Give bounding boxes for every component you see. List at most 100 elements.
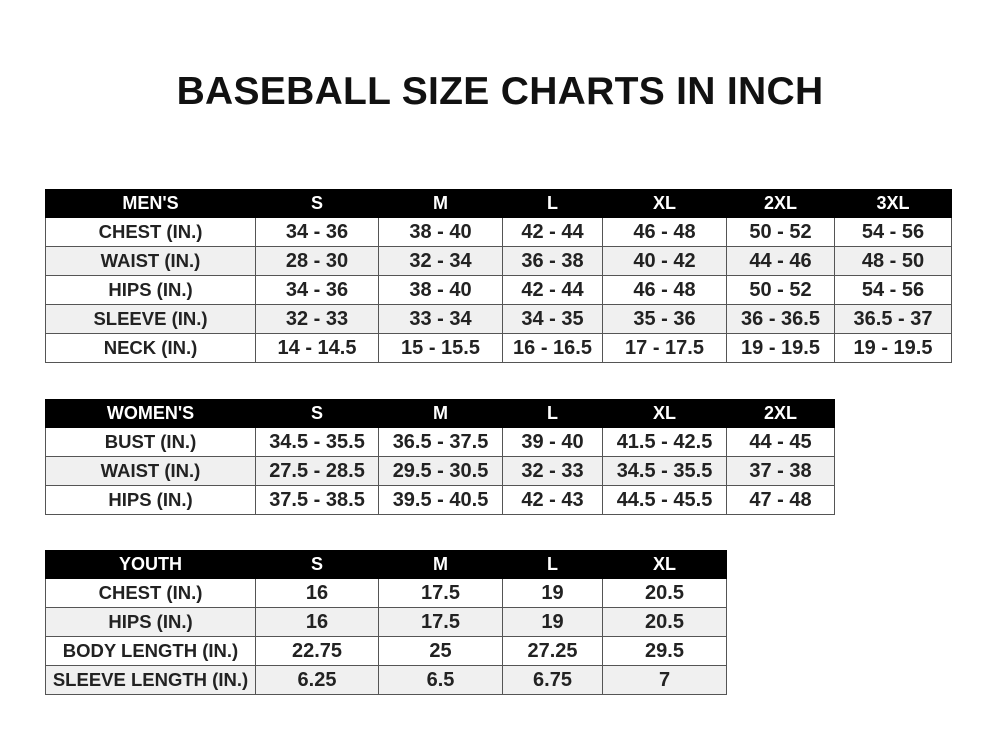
size-value: 37 - 38 bbox=[726, 456, 835, 486]
table-row: HIPS (IN.) 37.5 - 38.5 39.5 - 40.5 42 - 43 4… bbox=[45, 485, 835, 515]
measurement-label: HIPS (IN.) bbox=[45, 275, 256, 305]
size-value: 44.5 - 45.5 bbox=[602, 485, 727, 515]
size-value: 32 - 34 bbox=[378, 246, 503, 276]
womens-size-table: WOMEN'S S M L XL 2XL BUST (IN.) 34.5 - 35.5 36.5… bbox=[45, 399, 835, 515]
table-row: BUST (IN.) 34.5 - 35.5 36.5 - 37.5 39 - 40 4… bbox=[45, 427, 835, 457]
size-header: M bbox=[378, 399, 503, 428]
size-value: 34.5 - 35.5 bbox=[602, 456, 727, 486]
size-header: XL bbox=[602, 550, 727, 579]
measurement-label: CHEST (IN.) bbox=[45, 578, 256, 608]
header-row: WOMEN'S S M L XL 2XL bbox=[45, 399, 835, 428]
size-value: 20.5 bbox=[602, 578, 727, 608]
size-value: 20.5 bbox=[602, 607, 727, 637]
size-value: 50 - 52 bbox=[726, 275, 835, 305]
size-value: 36.5 - 37.5 bbox=[378, 427, 503, 457]
size-value: 6.75 bbox=[502, 665, 603, 695]
size-value: 42 - 43 bbox=[502, 485, 603, 515]
measurement-label: WAIST (IN.) bbox=[45, 246, 256, 276]
size-value: 42 - 44 bbox=[502, 275, 603, 305]
size-value: 54 - 56 bbox=[834, 275, 952, 305]
size-value: 48 - 50 bbox=[834, 246, 952, 276]
size-value: 29.5 bbox=[602, 636, 727, 666]
size-header: 2XL bbox=[726, 189, 835, 218]
size-value: 35 - 36 bbox=[602, 304, 727, 334]
size-value: 38 - 40 bbox=[378, 275, 503, 305]
size-header: S bbox=[255, 550, 379, 579]
size-header: L bbox=[502, 399, 603, 428]
table-row: SLEEVE (IN.) 32 - 33 33 - 34 34 - 35 35 - 36… bbox=[45, 304, 952, 334]
table-row: SLEEVE LENGTH (IN.) 6.25 6.5 6.75 7 bbox=[45, 665, 727, 695]
table-row: CHEST (IN.) 16 17.5 19 20.5 bbox=[45, 578, 727, 608]
size-value: 17.5 bbox=[378, 607, 503, 637]
size-value: 46 - 48 bbox=[602, 275, 727, 305]
size-value: 34 - 36 bbox=[255, 275, 379, 305]
size-value: 27.25 bbox=[502, 636, 603, 666]
size-value: 38 - 40 bbox=[378, 217, 503, 247]
size-value: 14 - 14.5 bbox=[255, 333, 379, 363]
size-value: 25 bbox=[378, 636, 503, 666]
size-value: 17 - 17.5 bbox=[602, 333, 727, 363]
size-header: S bbox=[255, 399, 379, 428]
size-header: S bbox=[255, 189, 379, 218]
size-value: 50 - 52 bbox=[726, 217, 835, 247]
size-value: 15 - 15.5 bbox=[378, 333, 503, 363]
page-title: BASEBALL SIZE CHARTS IN INCH bbox=[176, 70, 824, 113]
measurement-label: SLEEVE LENGTH (IN.) bbox=[45, 665, 256, 695]
measurement-label: BUST (IN.) bbox=[45, 427, 256, 457]
size-header: 2XL bbox=[726, 399, 835, 428]
table-title: MEN'S bbox=[45, 189, 256, 218]
size-value: 54 - 56 bbox=[834, 217, 952, 247]
table-row: HIPS (IN.) 16 17.5 19 20.5 bbox=[45, 607, 727, 637]
size-header: 3XL bbox=[834, 189, 952, 218]
size-header: L bbox=[502, 550, 603, 579]
size-value: 44 - 46 bbox=[726, 246, 835, 276]
size-value: 6.25 bbox=[255, 665, 379, 695]
size-value: 32 - 33 bbox=[255, 304, 379, 334]
size-value: 19 bbox=[502, 607, 603, 637]
size-value: 39 - 40 bbox=[502, 427, 603, 457]
size-value: 17.5 bbox=[378, 578, 503, 608]
size-header: XL bbox=[602, 189, 727, 218]
measurement-label: HIPS (IN.) bbox=[45, 485, 256, 515]
table-row: BODY LENGTH (IN.) 22.75 25 27.25 29.5 bbox=[45, 636, 727, 666]
table-row: NECK (IN.) 14 - 14.5 15 - 15.5 16 - 16.5 17 … bbox=[45, 333, 952, 363]
table-title: YOUTH bbox=[45, 550, 256, 579]
size-value: 19 - 19.5 bbox=[834, 333, 952, 363]
size-header: M bbox=[378, 189, 503, 218]
table-title: WOMEN'S bbox=[45, 399, 256, 428]
header-row: MEN'S S M L XL 2XL 3XL bbox=[45, 189, 952, 218]
size-value: 19 - 19.5 bbox=[726, 333, 835, 363]
size-value: 40 - 42 bbox=[602, 246, 727, 276]
size-value: 16 bbox=[255, 578, 379, 608]
size-value: 47 - 48 bbox=[726, 485, 835, 515]
size-value: 19 bbox=[502, 578, 603, 608]
table-row: HIPS (IN.) 34 - 36 38 - 40 42 - 44 46 - 48 50… bbox=[45, 275, 952, 305]
size-value: 29.5 - 30.5 bbox=[378, 456, 503, 486]
measurement-label: SLEEVE (IN.) bbox=[45, 304, 256, 334]
size-value: 32 - 33 bbox=[502, 456, 603, 486]
size-value: 7 bbox=[602, 665, 727, 695]
size-value: 27.5 - 28.5 bbox=[255, 456, 379, 486]
size-value: 44 - 45 bbox=[726, 427, 835, 457]
size-value: 28 - 30 bbox=[255, 246, 379, 276]
size-header: L bbox=[502, 189, 603, 218]
measurement-label: WAIST (IN.) bbox=[45, 456, 256, 486]
size-value: 37.5 - 38.5 bbox=[255, 485, 379, 515]
size-value: 34 - 35 bbox=[502, 304, 603, 334]
youth-size-table: YOUTH S M L XL CHEST (IN.) 16 17.5 19 20.5 HIPS (I… bbox=[45, 550, 727, 695]
measurement-label: CHEST (IN.) bbox=[45, 217, 256, 247]
size-value: 39.5 - 40.5 bbox=[378, 485, 503, 515]
size-value: 6.5 bbox=[378, 665, 503, 695]
size-value: 33 - 34 bbox=[378, 304, 503, 334]
size-value: 34.5 - 35.5 bbox=[255, 427, 379, 457]
size-value: 34 - 36 bbox=[255, 217, 379, 247]
size-value: 46 - 48 bbox=[602, 217, 727, 247]
table-row: CHEST (IN.) 34 - 36 38 - 40 42 - 44 46 - 48 5… bbox=[45, 217, 952, 247]
size-value: 22.75 bbox=[255, 636, 379, 666]
size-value: 36 - 38 bbox=[502, 246, 603, 276]
table-row: WAIST (IN.) 27.5 - 28.5 29.5 - 30.5 32 - 33… bbox=[45, 456, 835, 486]
size-value: 16 bbox=[255, 607, 379, 637]
size-value: 36 - 36.5 bbox=[726, 304, 835, 334]
size-value: 42 - 44 bbox=[502, 217, 603, 247]
size-value: 41.5 - 42.5 bbox=[602, 427, 727, 457]
